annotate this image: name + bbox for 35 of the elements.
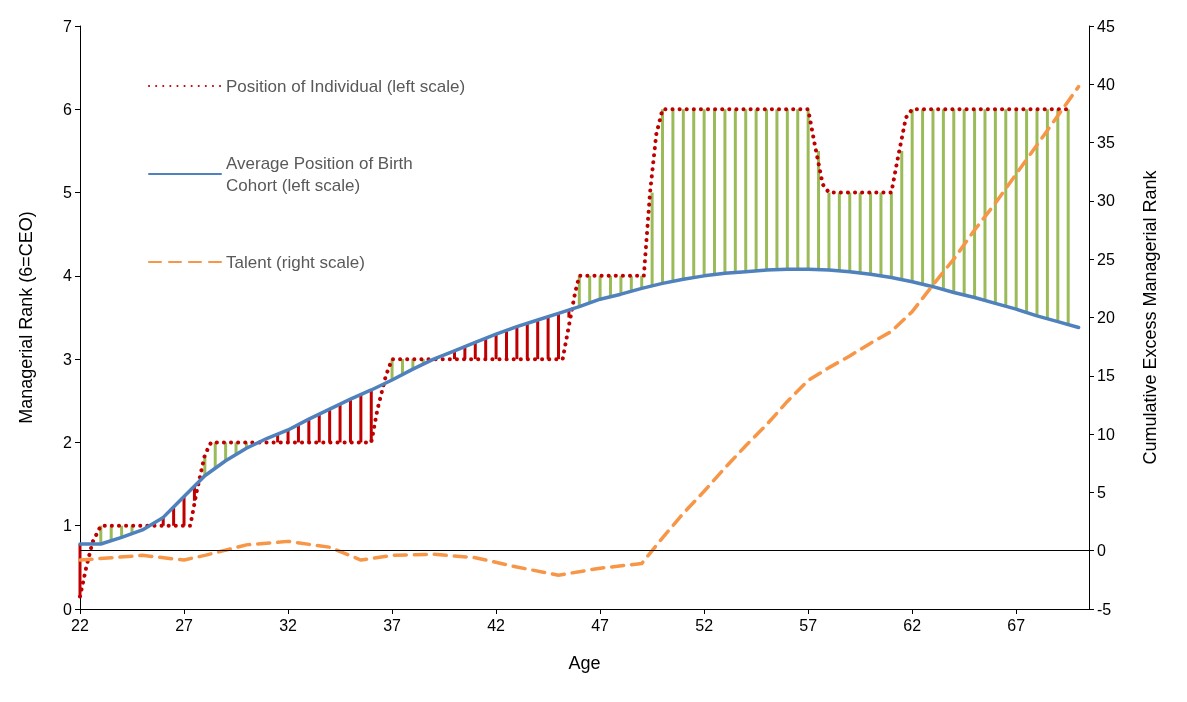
y-tick-label: 5 [63,184,73,202]
y-axis-title: Managerial Rank (6=CEO) [16,211,36,424]
y2-tick-label: 45 [1097,17,1115,35]
legend-label: Average Position of Birth Cohort (left scale) [226,153,418,195]
y2-tick-label: 30 [1097,192,1115,210]
y2-tick-label: 15 [1097,367,1115,385]
y-tick-label: 7 [63,17,73,35]
y2-tick-label: -5 [1097,600,1112,618]
x-tick-label: 42 [487,616,506,634]
x-tick-label: 67 [1007,616,1026,634]
x-axis-title: Age [568,653,601,673]
y2-tick-label: 20 [1097,309,1115,326]
x-tick-label: 27 [175,616,194,634]
y-tick-label: 1 [63,517,73,535]
x-tick-label: 62 [903,616,922,634]
y-tick-label: 3 [63,350,73,368]
x-tick-label: 52 [695,616,714,634]
x-tick-label: 32 [279,616,298,634]
y2-tick-label: 10 [1097,425,1115,443]
y2-tick-label: 25 [1097,250,1115,268]
y-tick-label: 0 [63,600,73,618]
y2-tick-label: 5 [1097,483,1106,501]
y2-axis-title: Cumulative Excess Managerial Rank [1140,169,1160,465]
y2-tick-label: 0 [1097,542,1106,560]
legend-label: Position of Individual (left scale) [226,76,466,96]
y2-tick-label: 40 [1097,75,1115,93]
y2-tick-label: 35 [1097,134,1115,152]
y-tick-label: 4 [63,267,73,285]
legend-label: Talent (right scale) [226,252,365,272]
x-tick-label: 22 [71,616,89,634]
y-tick-label: 6 [63,100,73,118]
x-tick-label: 37 [383,616,402,634]
y-tick-label: 2 [63,433,73,451]
x-tick-label: 47 [591,616,610,634]
x-tick-label: 57 [799,616,818,634]
